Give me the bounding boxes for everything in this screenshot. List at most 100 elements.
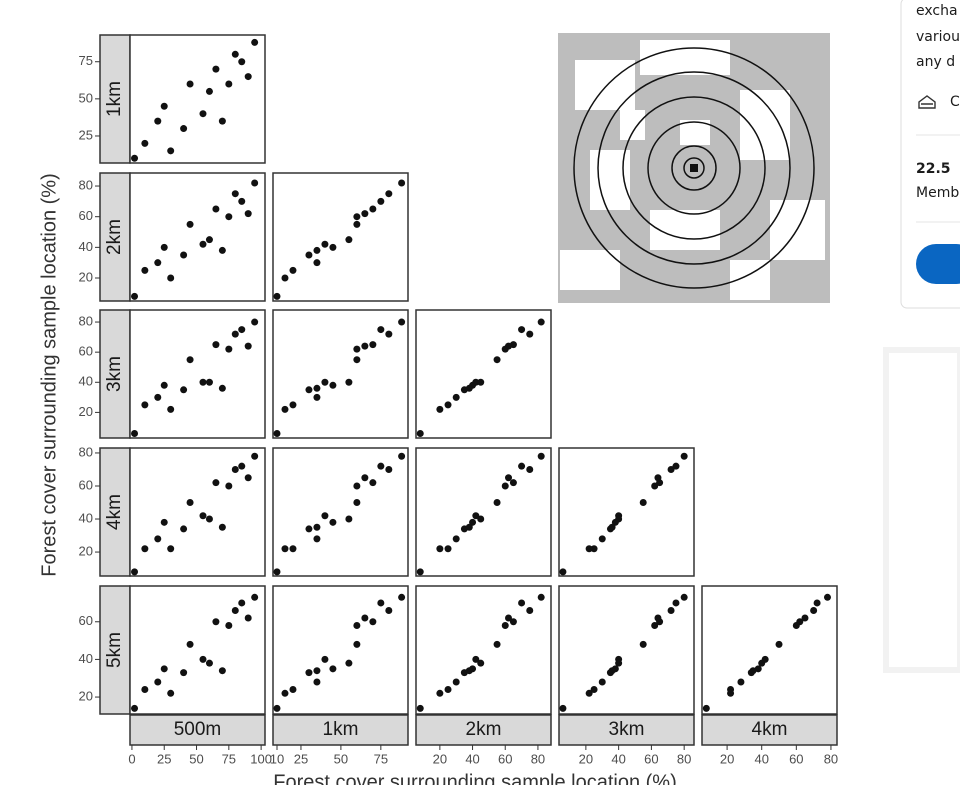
point [385,330,393,338]
x-axis-label: Forest cover surrounding sample location… [273,771,677,785]
point [501,482,509,490]
point [313,535,321,543]
point [505,342,513,350]
point [526,330,534,338]
y-tick-label: 20 [79,404,93,419]
point [615,659,623,667]
point [160,665,168,673]
x-tick-label: 0 [128,751,135,766]
point [377,599,385,607]
join-button[interactable] [916,244,960,284]
point [273,704,281,712]
point [281,274,289,282]
point [218,384,226,392]
point [353,499,361,507]
point [329,381,337,389]
point [238,462,246,470]
point [225,345,233,353]
point [537,452,545,460]
point [251,593,259,601]
point [651,482,659,490]
point [452,535,460,543]
point [313,393,321,401]
point [154,678,162,686]
strip [415,714,552,746]
point [416,704,424,712]
point [313,246,321,254]
x-tick-label: 40 [465,751,479,766]
point [212,618,220,626]
x-tick-label: 75 [374,751,388,766]
x-tick-label: 50 [189,751,203,766]
point [598,678,606,686]
point [353,213,361,221]
point [186,356,194,364]
point [353,482,361,490]
sidebar-text: excha [916,3,958,19]
point [615,515,623,523]
point [205,659,213,667]
y-tick-label: 80 [79,444,93,459]
point [345,515,353,523]
point [398,179,406,187]
point [608,523,616,531]
point [377,197,385,205]
point [416,429,424,437]
point [131,292,139,300]
point [238,58,246,66]
point [212,205,220,213]
point [559,568,567,576]
point [369,205,377,213]
point [361,474,369,482]
point [238,197,246,205]
point [244,342,252,350]
point [493,499,501,507]
background-decoration [883,347,960,673]
x-tick-label: 20 [579,751,593,766]
y-tick-label: 25 [79,127,93,142]
point [353,640,361,648]
point [608,667,616,675]
point [205,87,213,95]
point [477,515,485,523]
point [251,318,259,326]
point [329,518,337,526]
strip [129,714,266,746]
point [472,655,480,663]
strip-label: 3km [609,719,645,740]
y-tick-label: 40 [79,651,93,666]
point [353,345,361,353]
panel [415,309,552,439]
x-tick-label: 10 [270,751,284,766]
point [505,474,513,482]
point [651,622,659,630]
point [180,386,188,394]
point [321,240,329,248]
point [321,512,329,520]
point [680,593,688,601]
cake-icon [918,95,936,109]
point [353,220,361,228]
point [472,512,480,520]
point [180,125,188,133]
point [131,704,139,712]
point [792,622,800,630]
point [801,614,809,622]
point [436,545,444,553]
point [225,622,233,630]
point [244,474,252,482]
point [385,606,393,614]
point [141,266,149,274]
panel [415,447,552,577]
point [289,545,297,553]
point [225,80,233,88]
point [537,593,545,601]
y-tick-label: 60 [79,344,93,359]
point [353,622,361,630]
point [281,545,289,553]
point [199,512,207,520]
point [452,393,460,401]
point [385,465,393,473]
point [737,678,745,686]
point [141,139,149,147]
